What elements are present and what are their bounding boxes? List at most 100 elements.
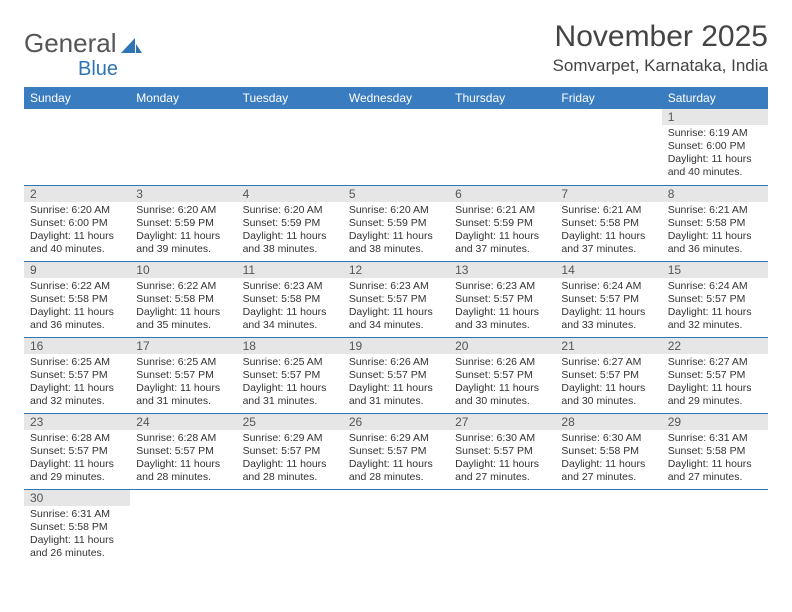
sunset-text: Sunset: 5:59 PM (243, 217, 337, 230)
location: Somvarpet, Karnataka, India (553, 56, 768, 76)
weekday-header: Friday (555, 87, 661, 109)
sunrise-text: Sunrise: 6:28 AM (136, 432, 230, 445)
daylight-text: Daylight: 11 hours and 28 minutes. (136, 458, 230, 484)
calendar-cell: 30Sunrise: 6:31 AMSunset: 5:58 PMDayligh… (24, 489, 130, 565)
day-details: Sunrise: 6:23 AMSunset: 5:58 PMDaylight:… (237, 278, 343, 337)
weekday-header: Tuesday (237, 87, 343, 109)
daylight-text: Daylight: 11 hours and 31 minutes. (349, 382, 443, 408)
sunrise-text: Sunrise: 6:20 AM (30, 204, 124, 217)
sunrise-text: Sunrise: 6:19 AM (668, 127, 762, 140)
sunset-text: Sunset: 5:58 PM (561, 445, 655, 458)
daylight-text: Daylight: 11 hours and 38 minutes. (349, 230, 443, 256)
day-details: Sunrise: 6:22 AMSunset: 5:58 PMDaylight:… (130, 278, 236, 337)
day-number: 11 (237, 262, 343, 278)
sunset-text: Sunset: 5:58 PM (30, 293, 124, 306)
sunrise-text: Sunrise: 6:23 AM (455, 280, 549, 293)
sunset-text: Sunset: 5:57 PM (243, 369, 337, 382)
sunset-text: Sunset: 5:57 PM (561, 293, 655, 306)
day-details: Sunrise: 6:20 AMSunset: 5:59 PMDaylight:… (130, 202, 236, 261)
calendar-row: 2Sunrise: 6:20 AMSunset: 6:00 PMDaylight… (24, 185, 768, 261)
calendar-cell: 21Sunrise: 6:27 AMSunset: 5:57 PMDayligh… (555, 337, 661, 413)
calendar-cell: 3Sunrise: 6:20 AMSunset: 5:59 PMDaylight… (130, 185, 236, 261)
sunrise-text: Sunrise: 6:26 AM (349, 356, 443, 369)
calendar-cell (555, 109, 661, 185)
sunset-text: Sunset: 5:57 PM (455, 445, 549, 458)
day-details: Sunrise: 6:23 AMSunset: 5:57 PMDaylight:… (343, 278, 449, 337)
sunrise-text: Sunrise: 6:21 AM (668, 204, 762, 217)
weekday-header: Wednesday (343, 87, 449, 109)
daylight-text: Daylight: 11 hours and 37 minutes. (455, 230, 549, 256)
sunrise-text: Sunrise: 6:29 AM (349, 432, 443, 445)
weekday-header: Thursday (449, 87, 555, 109)
calendar-cell: 8Sunrise: 6:21 AMSunset: 5:58 PMDaylight… (662, 185, 768, 261)
sunrise-text: Sunrise: 6:20 AM (243, 204, 337, 217)
calendar-cell: 4 Sunrise: 6:20 AMSunset: 5:59 PMDaylight… (237, 185, 343, 261)
day-number: 23 (24, 414, 130, 430)
daylight-text: Daylight: 11 hours and 40 minutes. (30, 230, 124, 256)
sunrise-text: Sunrise: 6:23 AM (349, 280, 443, 293)
daylight-text: Daylight: 11 hours and 31 minutes. (243, 382, 337, 408)
day-number: 5 (343, 186, 449, 202)
sunrise-text: Sunrise: 6:22 AM (30, 280, 124, 293)
sunset-text: Sunset: 5:59 PM (455, 217, 549, 230)
sunset-text: Sunset: 5:57 PM (455, 369, 549, 382)
day-number: 20 (449, 338, 555, 354)
calendar-cell (24, 109, 130, 185)
day-details: Sunrise: 6:22 AMSunset: 5:58 PMDaylight:… (24, 278, 130, 337)
day-number: 17 (130, 338, 236, 354)
calendar-cell (555, 489, 661, 565)
daylight-text: Daylight: 11 hours and 40 minutes. (668, 153, 762, 179)
daylight-text: Daylight: 11 hours and 30 minutes. (455, 382, 549, 408)
sunrise-text: Sunrise: 6:21 AM (455, 204, 549, 217)
sunset-text: Sunset: 5:58 PM (668, 445, 762, 458)
daylight-text: Daylight: 11 hours and 38 minutes. (243, 230, 337, 256)
sunset-text: Sunset: 5:58 PM (30, 521, 124, 534)
calendar-cell (237, 109, 343, 185)
sunrise-text: Sunrise: 6:31 AM (30, 508, 124, 521)
day-number: 25 (237, 414, 343, 430)
day-details: Sunrise: 6:21 AMSunset: 5:58 PMDaylight:… (555, 202, 661, 261)
sunrise-text: Sunrise: 6:27 AM (668, 356, 762, 369)
calendar-row: 23Sunrise: 6:28 AMSunset: 5:57 PMDayligh… (24, 413, 768, 489)
calendar-cell: 6Sunrise: 6:21 AMSunset: 5:59 PMDaylight… (449, 185, 555, 261)
sunrise-text: Sunrise: 6:24 AM (668, 280, 762, 293)
calendar-cell (449, 109, 555, 185)
calendar-cell: 18Sunrise: 6:25 AMSunset: 5:57 PMDayligh… (237, 337, 343, 413)
daylight-text: Daylight: 11 hours and 36 minutes. (668, 230, 762, 256)
day-details: Sunrise: 6:24 AMSunset: 5:57 PMDaylight:… (555, 278, 661, 337)
weekday-header: Sunday (24, 87, 130, 109)
calendar-cell: 7Sunrise: 6:21 AMSunset: 5:58 PMDaylight… (555, 185, 661, 261)
day-number: 4 (237, 186, 343, 202)
sunset-text: Sunset: 5:57 PM (136, 369, 230, 382)
logo-text-blue: Blue (78, 58, 118, 81)
sunset-text: Sunset: 5:57 PM (349, 445, 443, 458)
day-number: 13 (449, 262, 555, 278)
daylight-text: Daylight: 11 hours and 27 minutes. (455, 458, 549, 484)
day-details: Sunrise: 6:27 AMSunset: 5:57 PMDaylight:… (555, 354, 661, 413)
sunrise-text: Sunrise: 6:25 AM (30, 356, 124, 369)
calendar-row: 9Sunrise: 6:22 AMSunset: 5:58 PMDaylight… (24, 261, 768, 337)
daylight-text: Daylight: 11 hours and 28 minutes. (243, 458, 337, 484)
logo-text-general: General (24, 28, 117, 59)
daylight-text: Daylight: 11 hours and 33 minutes. (561, 306, 655, 332)
sunset-text: Sunset: 6:00 PM (30, 217, 124, 230)
day-details: Sunrise: 6:21 AMSunset: 5:58 PMDaylight:… (662, 202, 768, 261)
day-number: 9 (24, 262, 130, 278)
daylight-text: Daylight: 11 hours and 34 minutes. (243, 306, 337, 332)
calendar-table: Sunday Monday Tuesday Wednesday Thursday… (24, 87, 768, 565)
calendar-cell: 15Sunrise: 6:24 AMSunset: 5:57 PMDayligh… (662, 261, 768, 337)
calendar-cell: 19Sunrise: 6:26 AMSunset: 5:57 PMDayligh… (343, 337, 449, 413)
daylight-text: Daylight: 11 hours and 32 minutes. (668, 306, 762, 332)
sunrise-text: Sunrise: 6:30 AM (455, 432, 549, 445)
logo-sail-icon (117, 28, 143, 59)
sunrise-text: Sunrise: 6:20 AM (136, 204, 230, 217)
sunrise-text: Sunrise: 6:21 AM (561, 204, 655, 217)
sunrise-text: Sunrise: 6:30 AM (561, 432, 655, 445)
day-number: 28 (555, 414, 661, 430)
calendar-cell: 13Sunrise: 6:23 AMSunset: 5:57 PMDayligh… (449, 261, 555, 337)
calendar-row: 16Sunrise: 6:25 AMSunset: 5:57 PMDayligh… (24, 337, 768, 413)
sunrise-text: Sunrise: 6:25 AM (243, 356, 337, 369)
calendar-cell (449, 489, 555, 565)
day-details: Sunrise: 6:25 AMSunset: 5:57 PMDaylight:… (237, 354, 343, 413)
calendar-row: 30Sunrise: 6:31 AMSunset: 5:58 PMDayligh… (24, 489, 768, 565)
